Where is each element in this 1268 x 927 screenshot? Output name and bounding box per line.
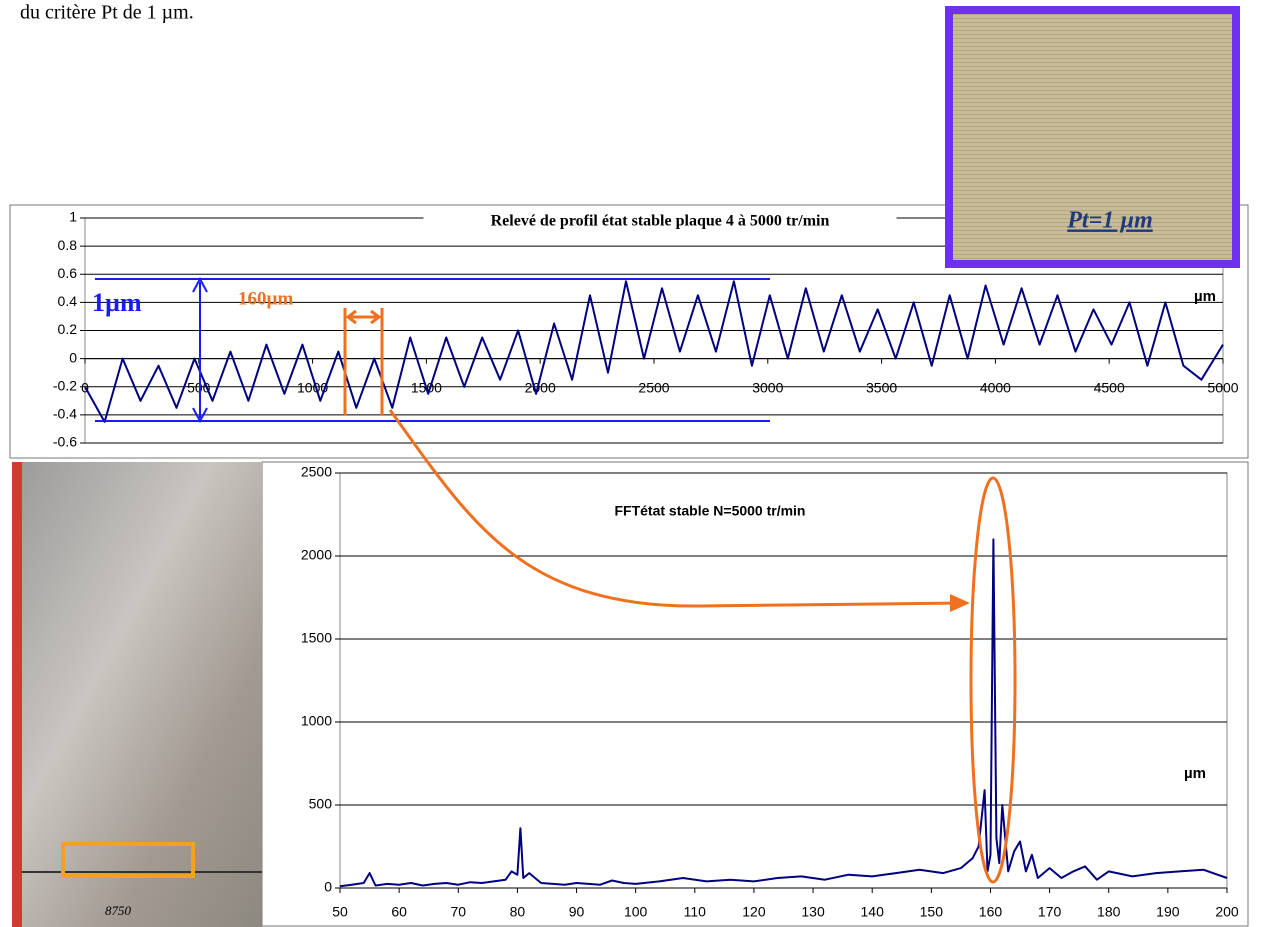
x-tick-label: 100 [624, 904, 648, 920]
x-tick-label: 90 [569, 904, 585, 920]
x-tick-label: 2500 [638, 379, 669, 395]
x-tick-label: 50 [332, 904, 348, 920]
y-tick-label: 0.8 [58, 237, 78, 253]
x-tick-label: 3500 [866, 379, 897, 395]
x-tick-label: 190 [1156, 904, 1180, 920]
data-line [339, 538, 1228, 888]
y-tick-label: 1 [69, 209, 77, 225]
y-tick-label: 0.4 [58, 293, 78, 309]
x-tick-label: 200 [1215, 904, 1239, 920]
data-line [84, 280, 1224, 423]
x-tick-label: 80 [510, 904, 526, 920]
x-tick-label: 3000 [752, 379, 783, 395]
arrow-head [192, 276, 208, 424]
x-tick-label: 60 [391, 904, 407, 920]
photo-caption: 8750 [105, 903, 132, 918]
chart-title: FFTétat stable N=5000 tr/min [614, 503, 805, 519]
y-tick-label: 2000 [301, 547, 332, 563]
photo-edge [12, 462, 22, 927]
chart-frame [261, 461, 1249, 927]
annotation: 1µm [92, 288, 142, 317]
y-tick-label: 0.2 [58, 321, 78, 337]
photo [945, 6, 1240, 268]
x-tick-label: 4000 [980, 379, 1011, 395]
y-tick-label: -0.2 [53, 377, 77, 393]
x-tick-label: 130 [801, 904, 825, 920]
y-tick-label: 500 [309, 796, 333, 812]
title-background [423, 208, 897, 236]
x-tick-label: 110 [684, 904, 707, 920]
y-tick-label: -0.4 [53, 406, 77, 422]
y-tick-label: 0 [69, 349, 77, 365]
annotation: 160µm [238, 288, 293, 309]
y-tick-label: 1000 [301, 713, 332, 729]
arrow-head [345, 309, 382, 325]
x-tick-label: 70 [450, 904, 466, 920]
y-tick-label: -0.6 [53, 434, 77, 450]
x-axis-label: µm [1184, 765, 1206, 782]
y-tick-label: 1500 [301, 630, 332, 646]
chart: 0 500 1000 1500 2000 2500 50 60 70 80 90 100 110 120 1… [301, 464, 1239, 920]
x-tick-label: 180 [1097, 904, 1121, 920]
link-arrow [388, 409, 963, 608]
body-text: du critère Pt de 1 µm. [20, 2, 194, 24]
x-tick-label: 4500 [1094, 379, 1125, 395]
peak-highlight [969, 476, 1017, 884]
y-tick-label: 0.6 [58, 265, 78, 281]
annotations: 1µm 160µm [92, 276, 1017, 884]
y-tick-label: 2500 [301, 464, 332, 480]
x-tick-label: 140 [861, 904, 885, 920]
highlight-box [61, 842, 195, 878]
photo-label: Pt=1 µm [1066, 208, 1153, 234]
title-background [592, 498, 828, 526]
arrow-head [950, 594, 970, 612]
x-tick-label: 2000 [525, 379, 556, 395]
x-tick-label: 170 [1038, 904, 1062, 920]
chart: 10.80.60.40.20-0.2-0.4-0.60 500 1000 1500 20… [53, 208, 1239, 450]
x-tick-label: 120 [742, 904, 766, 920]
chart-title: Relevé de profil état stable plaque 4 à … [491, 213, 830, 230]
y-tick-label: 0 [324, 879, 332, 895]
photo [12, 462, 262, 927]
x-axis-label: µm [1194, 288, 1216, 305]
x-tick-label: 5000 [1207, 379, 1238, 395]
x-tick-label: 1000 [297, 379, 328, 395]
x-tick-label: 150 [920, 904, 944, 920]
x-tick-label: 160 [979, 904, 1003, 920]
